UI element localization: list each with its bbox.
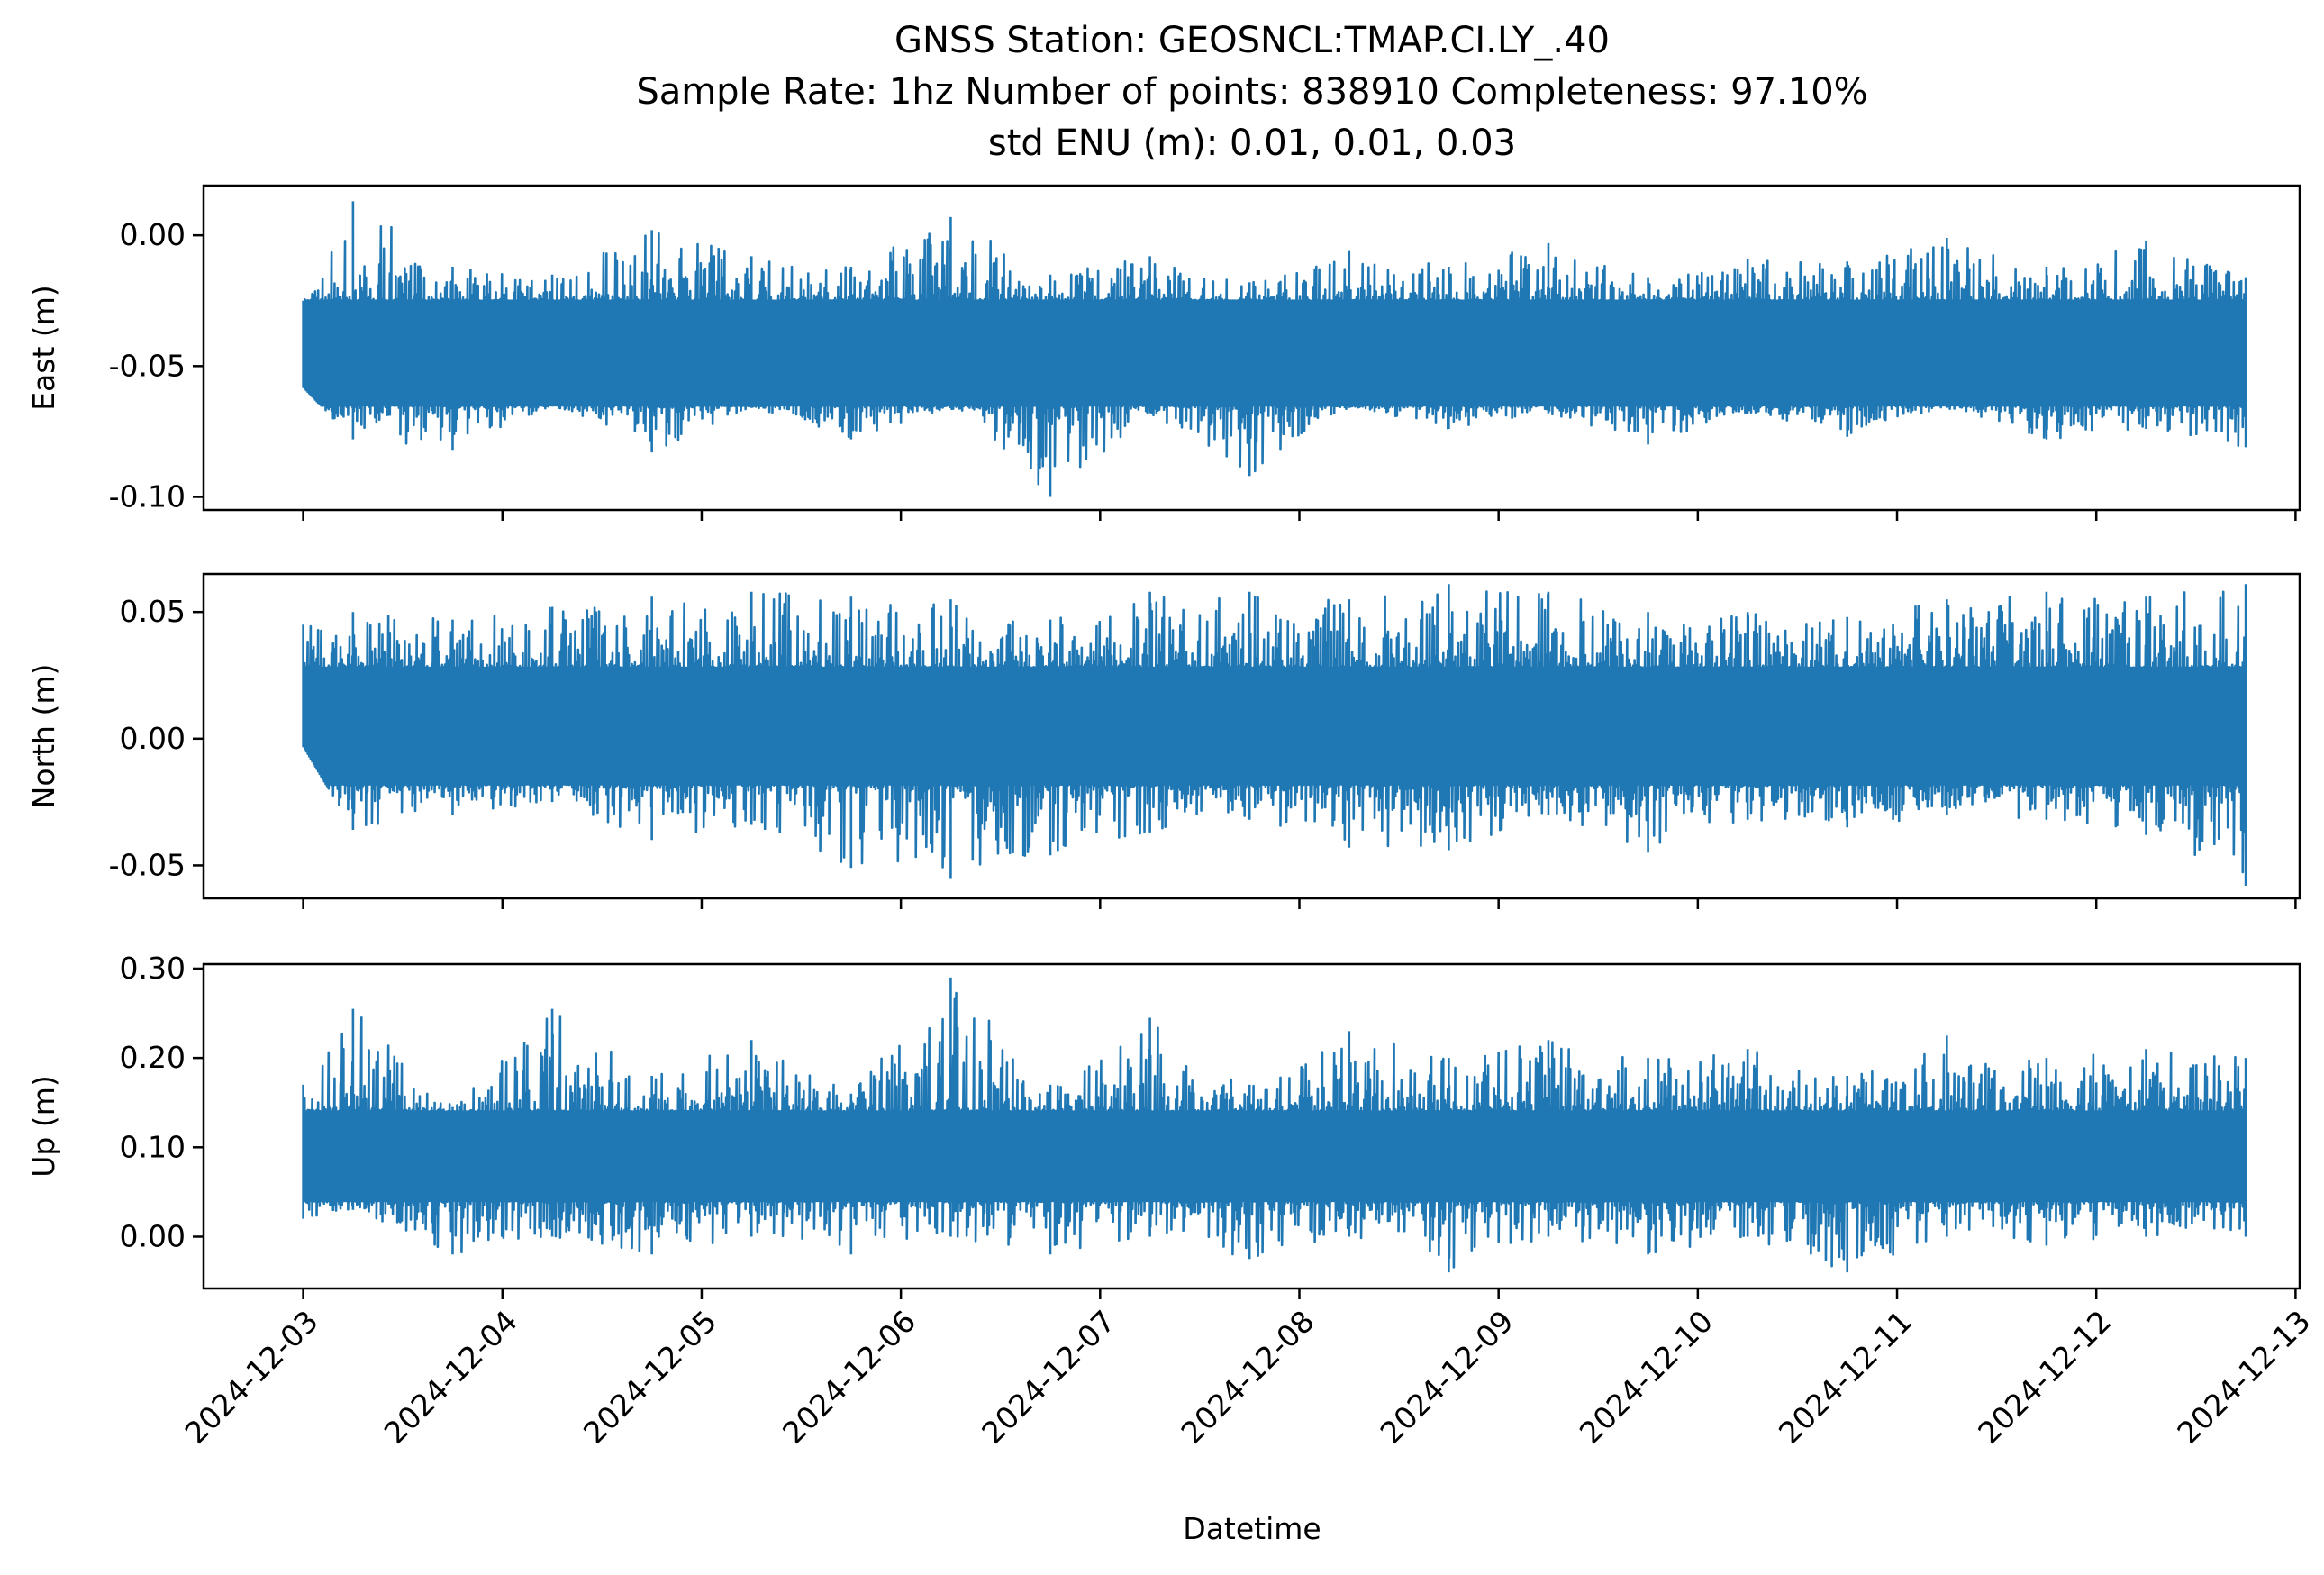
up-series-line [302,977,2247,1273]
up-y-tick-label: 0.00 [120,1218,186,1253]
north-series-line [302,584,2247,886]
up-axes-frame [202,962,2301,1290]
up-y-tick-label: 0.10 [120,1129,186,1164]
north-x-ticks [302,898,2297,909]
north-y-tick-label: 0.05 [120,594,186,629]
east-y-ticks: 0.00 -0.05 -0.10 [109,217,204,514]
north-y-ticks: 0.05 0.00 -0.05 [109,594,204,882]
east-axes-frame [202,184,2301,512]
east-y-tick-label: -0.05 [109,348,186,383]
up-y-ticks: 0.30 0.20 0.10 0.00 [120,951,204,1253]
up-series [302,977,2247,1273]
x-axis-label: Datetime [1183,1511,1321,1546]
up-y-tick-label: 0.30 [120,951,186,986]
title-line-1: GNSS Station: GEOSNCL:TMAP.CI.LY_.40 [894,20,1610,61]
east-x-ticks [302,510,2297,521]
north-y-axis-label: North (m) [26,664,61,809]
north-y-tick-label: 0.00 [120,721,186,756]
title-line-3: std ENU (m): 0.01, 0.01, 0.03 [988,123,1516,164]
north-y-tick-label: -0.05 [109,847,186,882]
east-series-line [302,201,2247,497]
north-series [302,584,2247,886]
title-line-2: Sample Rate: 1hz Number of points: 83891… [636,71,1867,113]
up-y-tick-label: 0.20 [120,1040,186,1075]
east-series [302,201,2247,497]
up-y-axis-label: Up (m) [26,1075,61,1178]
east-y-tick-label: 0.00 [120,217,186,252]
figure-title: GNSS Station: GEOSNCL:TMAP.CI.LY_.40 Sam… [636,20,1867,164]
north-axes-frame [202,572,2301,900]
subplot-east: 0.00 -0.05 -0.10 East (m) [26,184,2301,521]
subplot-north: 0.05 0.00 -0.05 North (m) [26,572,2301,909]
east-y-axis-label: East (m) [26,285,61,411]
east-y-tick-label: -0.10 [109,478,186,514]
